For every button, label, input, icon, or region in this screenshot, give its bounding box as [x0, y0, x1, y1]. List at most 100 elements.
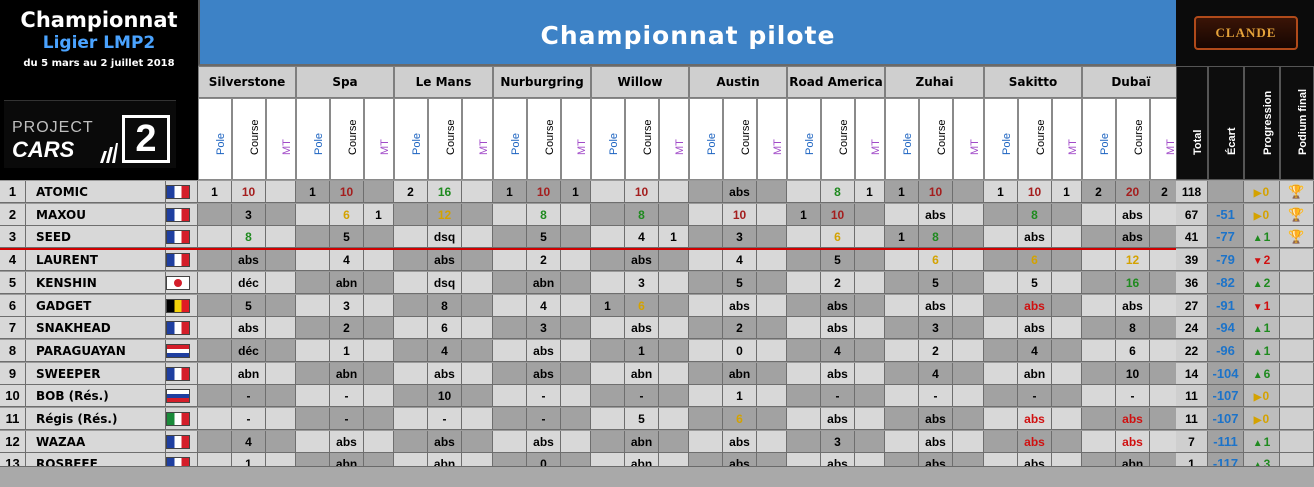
progression-down-icon: ▼ [1252, 301, 1263, 313]
subheader-mt-label: MT [477, 139, 490, 155]
pole-cell: 1 [493, 181, 527, 203]
mt-cell [561, 362, 591, 385]
total-points: 67 [1176, 203, 1208, 226]
subheader-mt: MT [266, 98, 296, 180]
race-result-cell: abs [1116, 408, 1150, 430]
flag-fr-icon [166, 434, 190, 449]
mt-cell [659, 271, 689, 294]
race-result-cell: 2 [527, 249, 561, 272]
mt-cell [364, 408, 394, 430]
race-result-cell: 8 [527, 203, 561, 226]
trophy-gold-icon: 🏆 [1288, 184, 1305, 199]
mt-cell [561, 408, 591, 430]
race-result-cell: 2 [330, 317, 364, 340]
subheader-pole-label: Pole [510, 132, 522, 155]
table-row: 8 PARAGUAYAN déc 1 4 abs 1 0 4 2 4 6 22 -96 ▲1 [0, 339, 1314, 362]
pole-cell [198, 408, 232, 430]
mt-cell [266, 362, 296, 385]
pole-cell [689, 408, 723, 430]
mt-cell [953, 430, 984, 453]
race-result-cell: 8 [919, 226, 953, 249]
total-points: 36 [1176, 271, 1208, 294]
pole-cell [493, 362, 527, 385]
pole-cell [493, 294, 527, 317]
mt-cell [561, 294, 591, 317]
race-result-cell: déc [232, 271, 266, 294]
driver-position: 4 [0, 249, 26, 272]
subheader-mt: MT [757, 98, 787, 180]
mt-cell [1052, 339, 1082, 362]
race-header: Silverstone [198, 66, 296, 98]
subheader-course-label: Course [642, 119, 654, 155]
subheader-mt: MT [561, 98, 591, 180]
mt-cell [659, 249, 689, 272]
pole-cell [591, 203, 625, 226]
pole-cell [1082, 271, 1116, 294]
race-result-cell: abs [723, 294, 757, 317]
mt-cell [1052, 362, 1082, 385]
flag-py-icon [166, 343, 190, 358]
progression-cell: ▶0 [1244, 181, 1280, 203]
flag-fr-icon [166, 207, 190, 222]
race-result-cell: 4 [330, 249, 364, 272]
mt-cell [561, 271, 591, 294]
race-result-cell: 6 [1018, 249, 1052, 272]
race-result-cell: abs [723, 430, 757, 453]
race-result-cell: abs [330, 430, 364, 453]
mt-cell [757, 226, 787, 249]
race-result-cell: 6 [428, 317, 462, 340]
mt-cell [561, 385, 591, 408]
table-row: 5 KENSHIN déc abn dsq abn 3 5 2 5 5 16 36 -82 ▲2 [0, 271, 1314, 294]
progression-value: 1 [1263, 343, 1271, 358]
progression-cell: ▲1 [1244, 226, 1280, 249]
pole-cell [198, 339, 232, 362]
race-result-cell: abs [625, 317, 659, 340]
pole-cell [885, 408, 919, 430]
race-result-cell: abs [1116, 294, 1150, 317]
pole-cell [689, 362, 723, 385]
table-row: 12 WAZAA 4 abs abs abs abn abs 3 abs abs abs 7 -111 ▲1 [0, 430, 1314, 453]
race-result-cell: 6 [821, 226, 855, 249]
mt-cell [757, 385, 787, 408]
trophy-silver-icon: 🏆 [1288, 206, 1305, 222]
flag-it-icon [166, 412, 190, 426]
race-result-cell: abn [232, 362, 266, 385]
race-result-cell: 5 [723, 271, 757, 294]
race-result-cell: 4 [428, 339, 462, 362]
race-result-cell: 10 [1018, 181, 1052, 203]
mt-cell [953, 271, 984, 294]
race-header: Dubaï [1082, 66, 1180, 98]
total-points: 24 [1176, 317, 1208, 340]
race-result-cell: abn [1018, 362, 1052, 385]
podium-cell [1280, 430, 1314, 453]
race-result-cell: 16 [428, 181, 462, 203]
progression-value: 0 [1262, 207, 1270, 222]
subheader-pole: Pole [885, 98, 919, 180]
mt-cell [1052, 408, 1082, 430]
pole-cell [198, 362, 232, 385]
subheader-mt-label: MT [281, 139, 293, 155]
mt-cell [364, 317, 394, 340]
pole-cell [787, 430, 821, 453]
pole-cell [394, 362, 428, 385]
mt-cell [462, 408, 493, 430]
mt-cell [1052, 226, 1082, 249]
subheader-course-label: Course [544, 119, 556, 155]
driver-name: LAURENT [26, 249, 166, 272]
mt-cell [659, 181, 689, 203]
total-points: 41 [1176, 226, 1208, 249]
race-result-cell: abs [232, 317, 266, 340]
race-result-cell: 4 [232, 430, 266, 453]
mt-cell: 1 [364, 203, 394, 226]
pole-cell [296, 317, 330, 340]
table-footer [0, 466, 1314, 487]
table-row: 6 GADGET 5 3 8 4 1 6 abs abs abs abs abs 27 -91 ▼1 [0, 294, 1314, 317]
race-result-cell: 10 [919, 181, 953, 203]
race-result-cell: 3 [919, 317, 953, 340]
pole-cell [787, 408, 821, 430]
race-result-cell: 1 [330, 339, 364, 362]
race-header: Austin [689, 66, 787, 98]
pole-cell [984, 249, 1018, 272]
race-header: Le Mans [394, 66, 493, 98]
mt-cell [855, 203, 885, 226]
